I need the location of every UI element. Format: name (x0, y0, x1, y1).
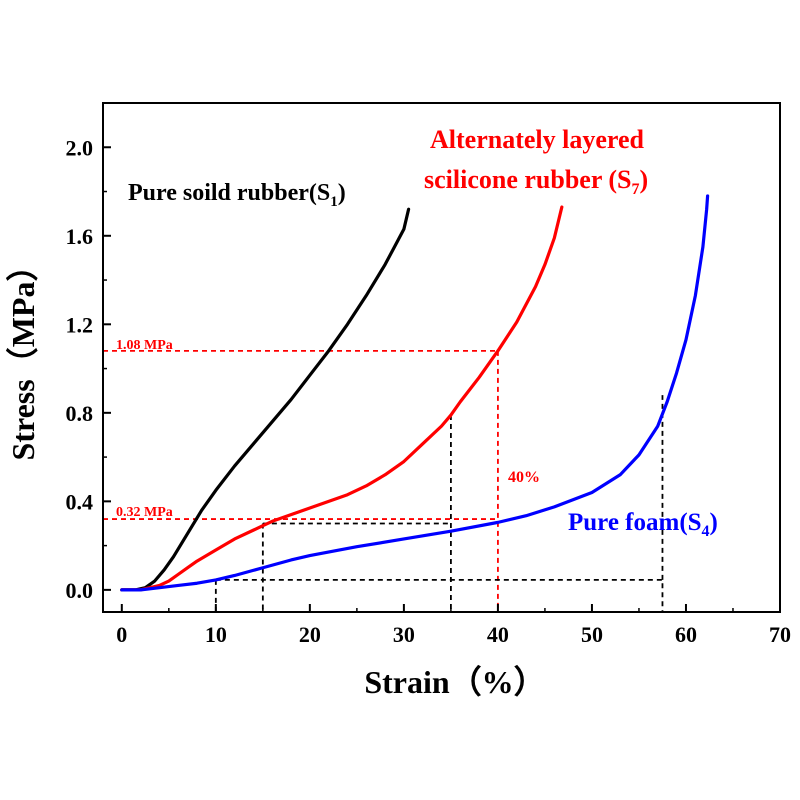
y-tick-label: 1.6 (66, 224, 94, 249)
series-label-s1-main: Pure soild rubber(S (128, 180, 330, 206)
series-label-s7-line2: scilicone rubber (S7) (424, 165, 648, 198)
x-tick-label: 20 (299, 622, 321, 647)
series-lines (120, 194, 710, 592)
x-tick-label: 30 (393, 622, 415, 647)
x-tick-label: 60 (675, 622, 697, 647)
series-line-s1 (120, 207, 411, 592)
x-tick-label: 70 (769, 622, 791, 647)
x-axis-ticks: 0 10 20 30 40 50 60 70 (116, 604, 791, 647)
series-label-s7-line1: Alternately layered (430, 125, 644, 154)
series-label-s7-sub: 7 (632, 181, 640, 198)
x-axis-label: Strain（%） (364, 664, 545, 700)
plot-frame (102, 102, 781, 613)
series-label-s1: Pure soild rubber(S1) (128, 180, 346, 210)
x-tick-label: 10 (205, 622, 227, 647)
annotation-1-08-mpa: 1.08 MPa (116, 338, 173, 353)
y-tick-label: 1.2 (66, 312, 94, 337)
y-axis-label: Stress（MPa） (5, 250, 41, 461)
series-line-s4 (120, 194, 710, 592)
y-tick-label: 0.8 (66, 401, 94, 426)
series-label-s4: Pure foam(S4) (568, 509, 718, 540)
y-tick-label: 2.0 (66, 135, 94, 160)
series-label-s4-close: ) (710, 509, 718, 536)
series-label-s4-main: Pure foam(S (568, 509, 702, 536)
reference-lines (103, 349, 664, 612)
x-tick-label: 0 (116, 622, 127, 647)
series-label-s1-sub: 1 (330, 194, 338, 210)
series-line-s7 (120, 205, 564, 592)
annotation-40-percent: 40% (508, 469, 540, 486)
annotation-0-32-mpa: 0.32 MPa (116, 505, 173, 520)
x-tick-label: 50 (581, 622, 603, 647)
series-label-s7-close: ) (640, 165, 649, 194)
series-label-s7-main: scilicone rubber (S (424, 165, 632, 194)
x-tick-label: 40 (487, 622, 509, 647)
y-tick-label: 0.4 (66, 489, 94, 514)
series-label-s1-close: ) (338, 180, 346, 206)
series-label-s4-sub: 4 (702, 523, 710, 540)
y-tick-label: 0.0 (66, 578, 94, 603)
reference-line-4 (215, 579, 664, 612)
y-axis-ticks: 0.0 0.4 0.8 1.2 1.6 2.0 (66, 102, 111, 603)
